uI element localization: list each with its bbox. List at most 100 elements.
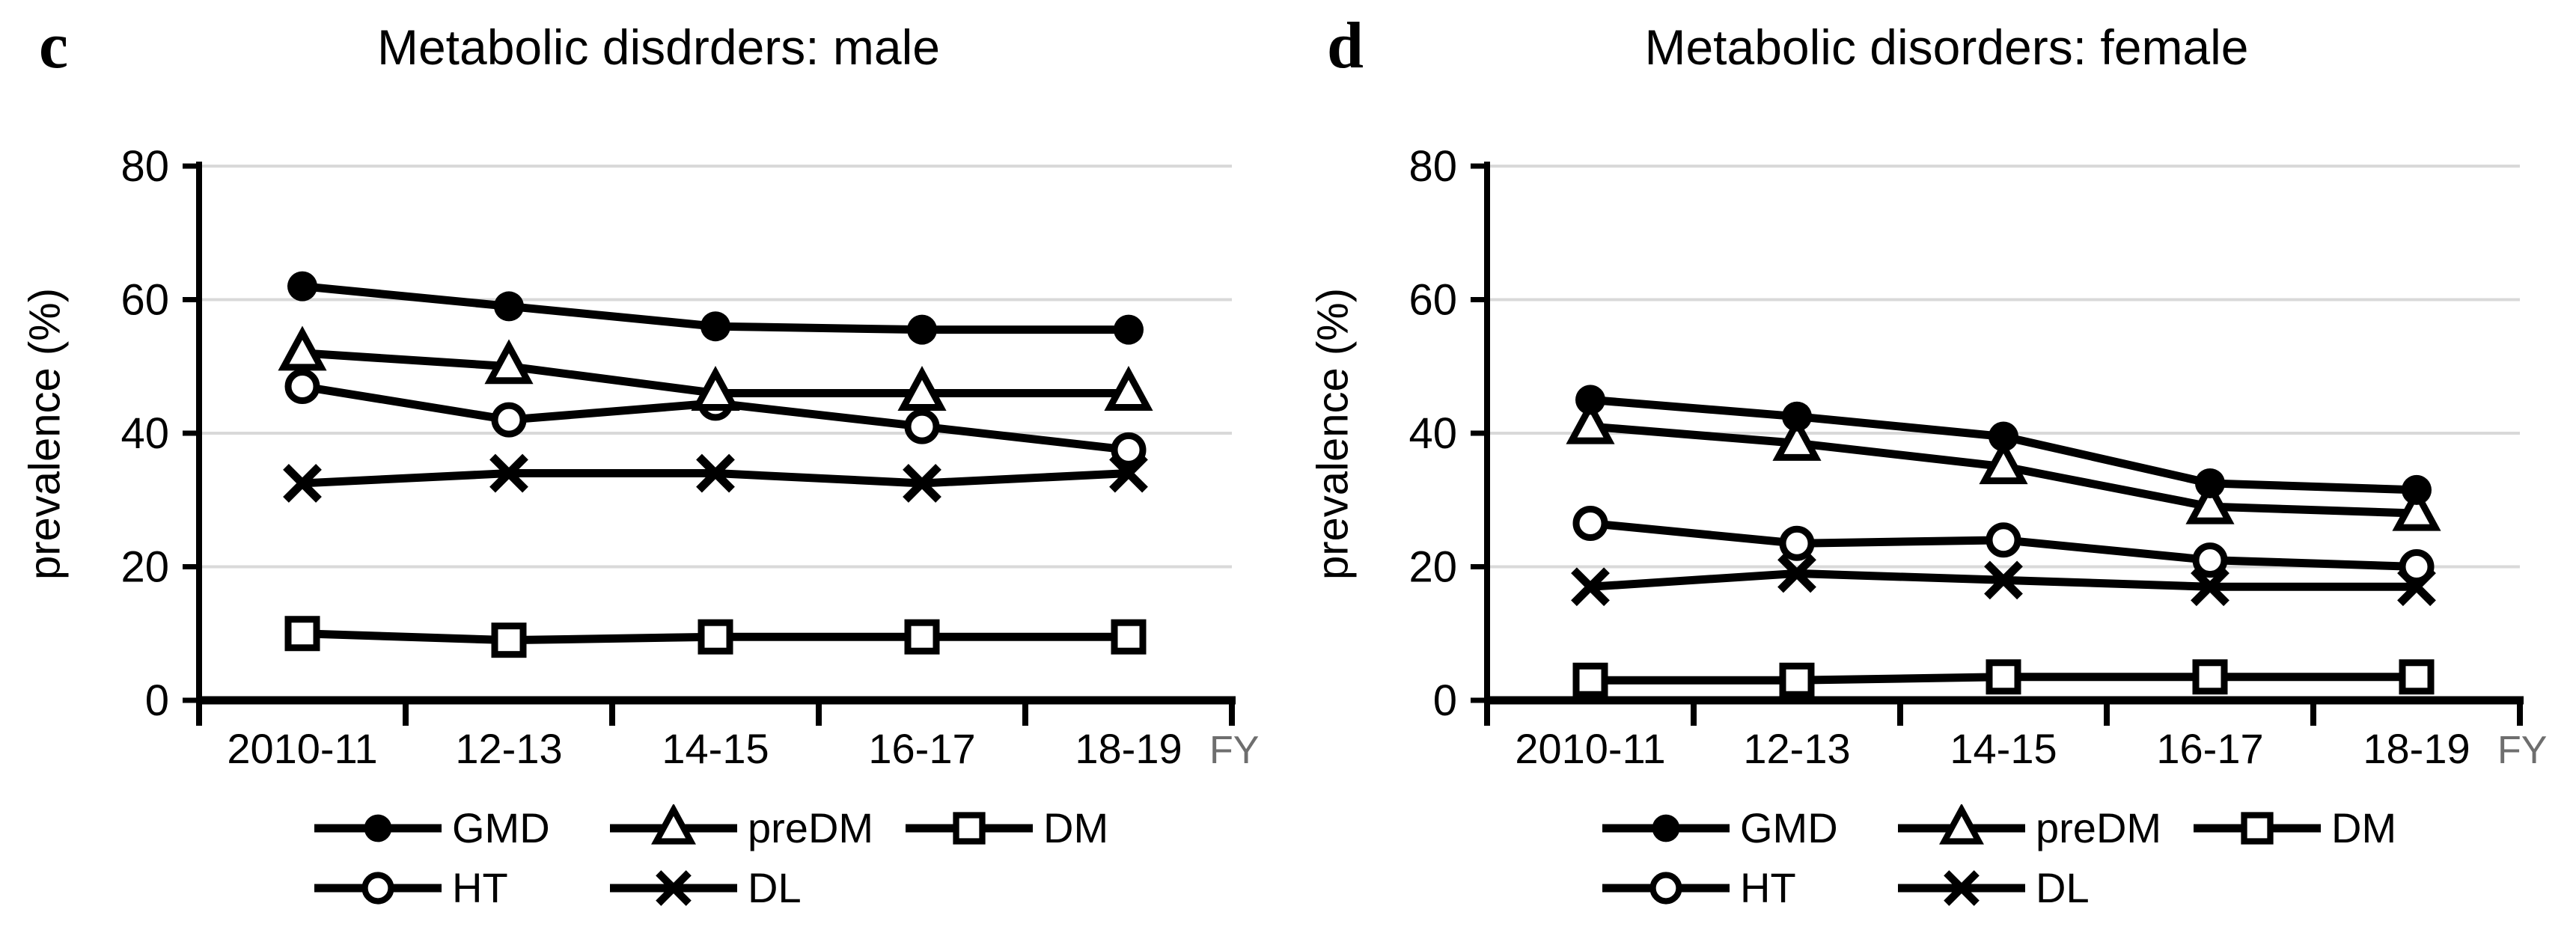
legend-label: DL [748, 864, 802, 911]
panel-male: 0 20 40 60 80 2010-11 12-13 14-15 16-17 18-19 FY c… [0, 10, 1260, 912]
y-tick-label: 80 [1408, 142, 1457, 191]
open-circle-marker [1649, 872, 1682, 905]
open-triangle-marker [691, 366, 740, 411]
x-axis-unit-label: FY [1209, 729, 1259, 772]
open-square-marker [284, 616, 320, 652]
gridlines [1487, 165, 2520, 569]
open-square-marker [1572, 662, 1608, 698]
filled-circle-marker [2195, 468, 2225, 498]
series-GMD [1575, 385, 2432, 505]
x-tick-label: 18-19 [1075, 725, 1182, 772]
open-square-marker [1779, 662, 1815, 698]
y-tick-label: 80 [120, 142, 169, 191]
y-axis-title-wrap: prevalence (%) [0, 166, 90, 702]
x-axis-unit-label: FY [2497, 729, 2547, 772]
open-square-marker [2399, 659, 2435, 695]
open-triangle-marker [2185, 479, 2235, 524]
chart-title: Metabolic disdrders: male [377, 19, 940, 75]
filled-circle-marker [701, 311, 730, 342]
legend-label: HT [1740, 864, 1796, 911]
x-cross-marker [696, 453, 735, 493]
legend-item-DM: DM [906, 804, 1201, 852]
filled-circle-marker [287, 271, 317, 302]
legend-marker-HT [1602, 872, 1730, 905]
filled-circle-marker [364, 814, 392, 842]
x-cross-marker [656, 870, 692, 906]
legend-item-GMD: GMD [314, 804, 610, 852]
legend-marker-DL [610, 870, 737, 906]
legend-label: HT [452, 864, 508, 911]
open-circle-marker [1111, 432, 1147, 468]
open-square-marker [2192, 659, 2228, 695]
legend-label: preDM [748, 804, 874, 851]
series-DL [1571, 554, 2436, 607]
open-circle-marker [1986, 522, 2021, 558]
series-DM [1572, 659, 2435, 698]
y-tick-label: 20 [1408, 543, 1457, 592]
gridlines [199, 165, 1232, 569]
open-square-marker [1986, 659, 2021, 695]
panel-label: c [39, 10, 69, 82]
x-axis-ticks: 2010-11 12-13 14-15 16-17 18-19 FY [196, 704, 1259, 772]
legend-marker-DM [2194, 812, 2321, 845]
filled-circle-marker [907, 314, 937, 345]
y-tick-label: 40 [120, 409, 169, 458]
legend-marker-DM [906, 812, 1033, 845]
open-square-marker [2241, 812, 2274, 845]
x-tick-label: 2010-11 [227, 725, 377, 772]
series-preDM [1566, 399, 2441, 531]
legend-label: DL [2036, 864, 2090, 911]
legend-label: GMD [452, 804, 550, 851]
legend-item-DL: DL [1898, 864, 2194, 912]
legend: GMD preDM DM HT DL [314, 804, 1201, 912]
series-HT [1572, 505, 2435, 584]
open-triangle-marker [897, 366, 947, 411]
plot-svg: 0 20 40 60 80 2010-11 12-13 14-15 16-17 18-19 FY [1408, 142, 2547, 772]
open-circle-marker [1572, 505, 1608, 541]
x-tick-label: 12-13 [1743, 725, 1850, 772]
legend-item-HT: HT [1602, 864, 1898, 912]
legend-label: GMD [1740, 804, 1838, 851]
open-circle-marker [2399, 549, 2435, 584]
open-triangle-marker [1566, 399, 1615, 444]
panel-female: 0 20 40 60 80 2010-11 12-13 14-15 16-17 18-19 FY d… [1288, 0, 2576, 927]
legend-item-preDM: preDM [610, 804, 906, 852]
legend-marker-preDM [1898, 804, 2025, 845]
series-preDM [278, 325, 1153, 411]
open-triangle-marker [651, 804, 696, 845]
legend-marker-GMD [1602, 814, 1730, 842]
chart-title: Metabolic disorders: female [1644, 19, 2249, 75]
open-circle-marker [491, 402, 527, 438]
series-DL [283, 453, 1148, 503]
x-tick-label: 14-15 [1950, 725, 2057, 772]
open-triangle-marker [1772, 415, 1822, 461]
open-triangle-marker [1979, 439, 2028, 485]
x-cross-marker [283, 464, 322, 503]
y-tick-label: 40 [1408, 409, 1457, 458]
open-triangle-marker [484, 339, 534, 385]
y-tick-label: 0 [145, 676, 169, 725]
y-axis-title: prevalence (%) [1308, 287, 1358, 581]
legend-marker-HT [314, 872, 442, 905]
open-square-marker [953, 812, 986, 845]
filled-circle-marker [2402, 474, 2432, 505]
y-tick-label: 20 [120, 543, 169, 592]
filled-circle-marker [1575, 385, 1605, 415]
open-square-marker [904, 619, 940, 655]
y-axis-ticks: 0 20 40 60 80 [120, 142, 199, 725]
series-DM [284, 616, 1147, 658]
y-axis-ticks: 0 20 40 60 80 [1408, 142, 1487, 725]
x-cross-marker [1571, 567, 1610, 607]
open-triangle-marker [2392, 486, 2441, 531]
legend-item-GMD: GMD [1602, 804, 1898, 852]
y-tick-label: 60 [1408, 276, 1457, 325]
legend-item-HT: HT [314, 864, 610, 912]
open-triangle-marker [1104, 366, 1153, 411]
x-tick-label: 16-17 [868, 725, 975, 772]
open-square-marker [1111, 619, 1147, 655]
legend-item-DL: DL [610, 864, 906, 912]
x-cross-marker [1777, 554, 1816, 593]
filled-circle-marker [1652, 814, 1680, 842]
panel-label: d [1327, 10, 1364, 82]
